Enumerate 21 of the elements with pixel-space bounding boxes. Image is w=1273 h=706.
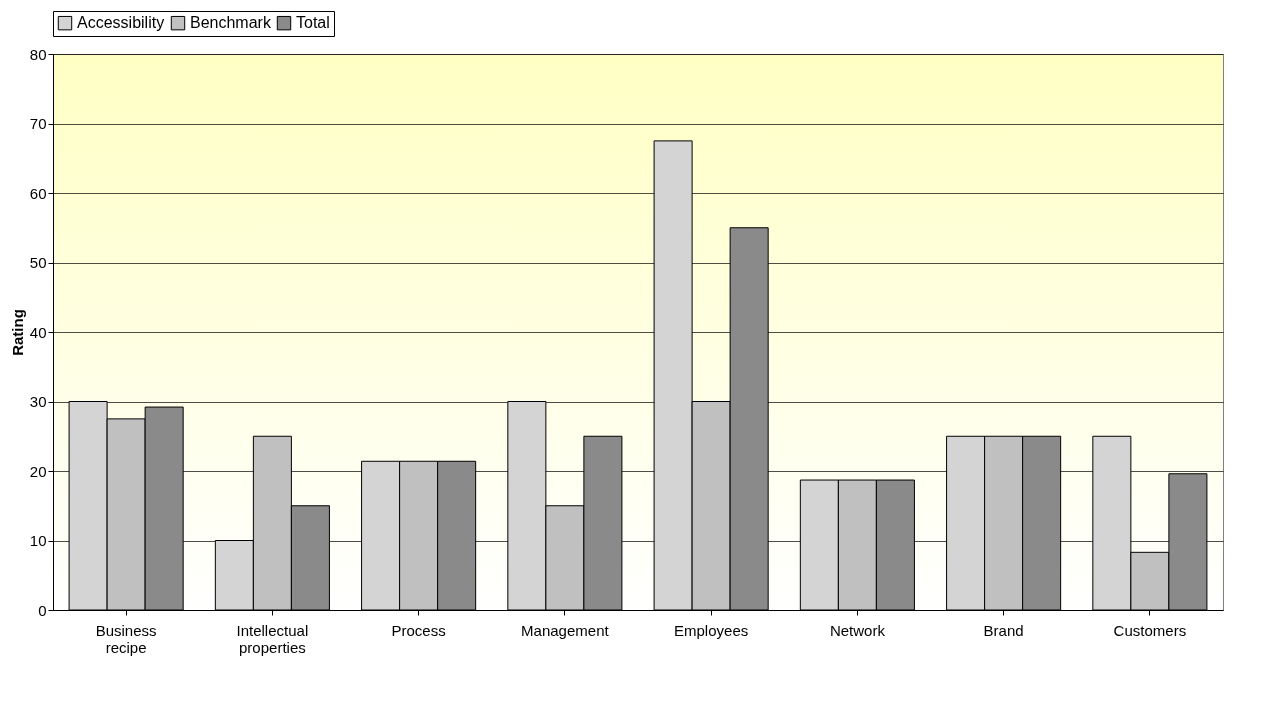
y-tick-label: 0 <box>38 601 47 619</box>
x-tick-label: Brand <box>983 621 1024 639</box>
y-axis-title: Rating <box>8 309 26 356</box>
x-tick-label: Management <box>521 621 610 639</box>
x-tick-label: Network <box>829 621 886 639</box>
y-tick-label: 50 <box>29 254 47 271</box>
y-tick-label: 30 <box>29 393 47 410</box>
legend-label: Accessibility <box>77 14 165 32</box>
y-tick-label: 10 <box>29 532 47 549</box>
legend-label: Total <box>296 14 330 32</box>
x-tick-label: Intellectual properties <box>236 621 309 656</box>
x-tick-label: Process <box>391 621 446 639</box>
y-tick-label: 80 <box>29 45 47 63</box>
y-tick-label: 60 <box>29 184 47 202</box>
x-tick-label: Customers <box>1113 621 1187 639</box>
x-tick-label: Business recipe <box>95 621 157 656</box>
y-tick-label: 20 <box>29 462 47 480</box>
y-tick-label: 70 <box>29 115 47 132</box>
legend-label: Benchmark <box>190 14 272 32</box>
x-tick-label: Employees <box>674 621 749 639</box>
y-tick-label: 40 <box>29 323 47 341</box>
